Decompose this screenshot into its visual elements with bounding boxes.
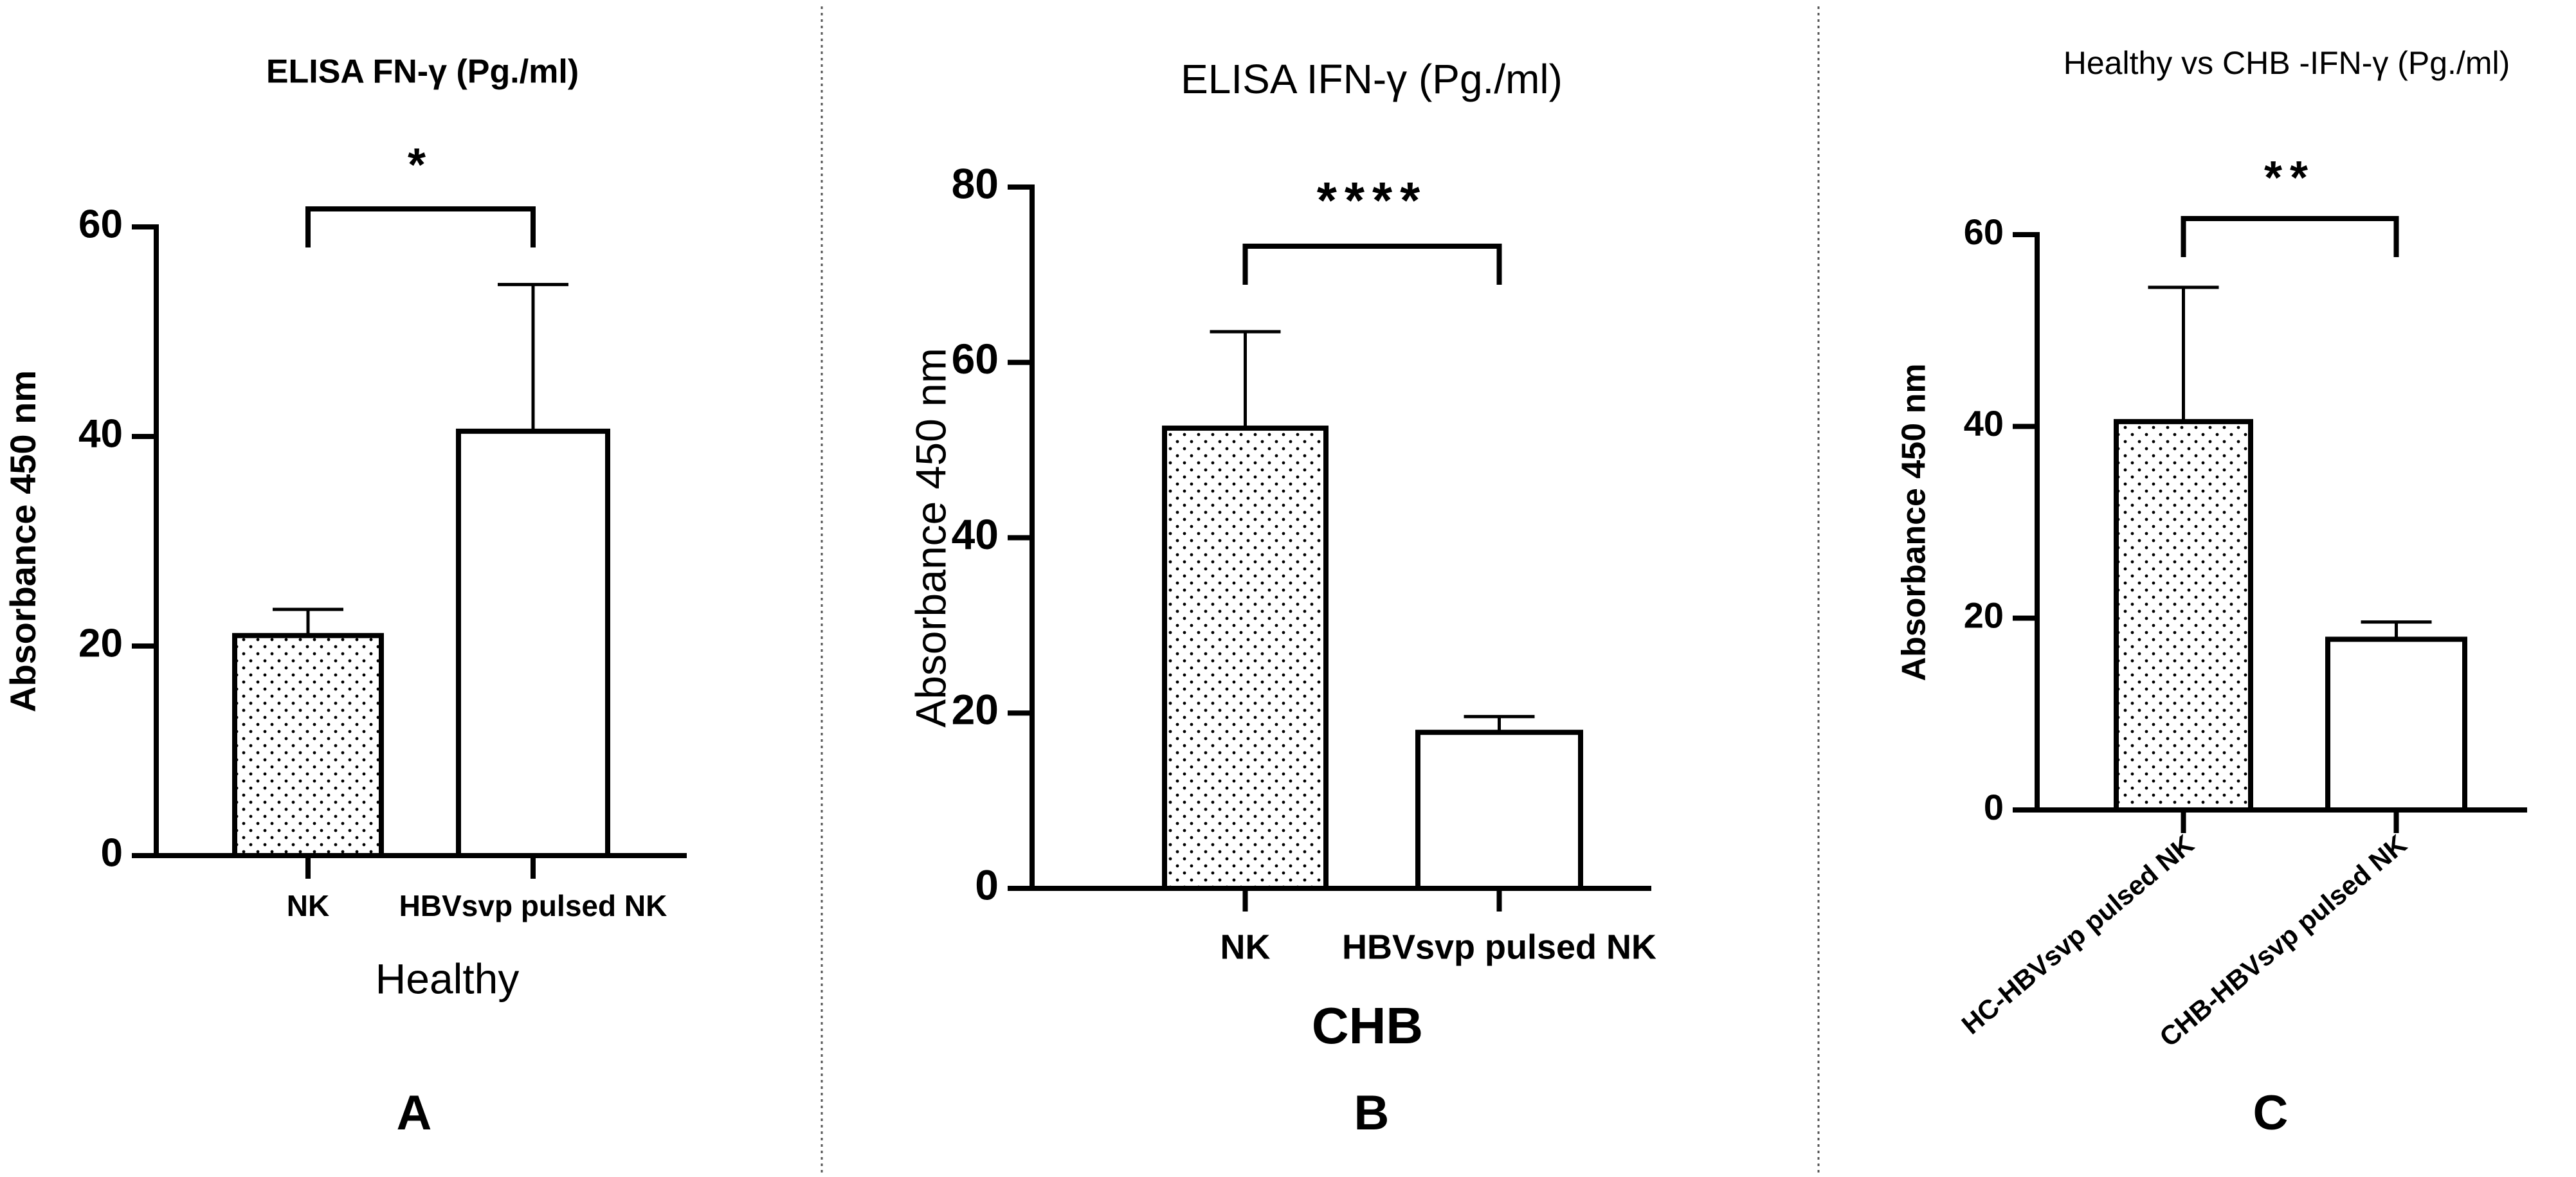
- y-tick-label: 60: [952, 335, 999, 382]
- y-axis-label: Absorbance 450 nm: [3, 370, 43, 712]
- y-tick-label: 20: [952, 686, 999, 733]
- x-tick-label: HC-HBVsvp pulsed NK: [1956, 829, 2200, 1040]
- y-tick-label: 40: [952, 510, 999, 558]
- significance-label: *: [408, 139, 433, 191]
- panel-label: A: [397, 1086, 432, 1140]
- x-tick-label: CHB-HBVsvp pulsed NK: [2154, 829, 2412, 1052]
- y-tick-label: 60: [78, 202, 123, 246]
- x-tick-label: HBVsvp pulsed NK: [1342, 928, 1656, 966]
- y-tick-label: 40: [1964, 403, 2004, 444]
- significance-label: ****: [1317, 172, 1428, 229]
- y-tick-label: 0: [1984, 787, 2004, 827]
- y-tick-label: 40: [78, 411, 123, 456]
- y-axis-label: Absorbance 450 nm: [907, 348, 954, 728]
- chart-title: ELISA IFN-γ (Pg./ml): [1181, 56, 1563, 102]
- panel-label: B: [1354, 1086, 1390, 1140]
- chart-title: Healthy vs CHB -IFN-γ (Pg./ml): [2064, 45, 2510, 81]
- significance-bracket: [1242, 244, 1502, 285]
- x-axis-label: CHB: [1312, 997, 1423, 1054]
- x-axis-label: Healthy: [376, 955, 520, 1002]
- significance-label: **: [2264, 152, 2316, 204]
- bar: [1162, 426, 1329, 891]
- significance-bracket: [2181, 216, 2399, 257]
- bar: [456, 428, 610, 858]
- bar: [2325, 636, 2467, 813]
- y-tick-label: 20: [78, 621, 123, 665]
- bar: [232, 633, 384, 858]
- x-tick-label: HBVsvp pulsed NK: [399, 889, 667, 922]
- x-tick-label: NK: [287, 889, 329, 922]
- y-tick-label: 60: [1964, 211, 2004, 252]
- x-tick-label: NK: [1220, 928, 1271, 966]
- significance-bracket: [305, 206, 536, 247]
- y-axis-label: Absorbance 450 nm: [1896, 363, 1933, 681]
- y-tick-label: 20: [1964, 595, 2004, 635]
- y-tick-label: 0: [975, 861, 999, 908]
- y-tick-label: 80: [952, 159, 999, 207]
- y-tick-label: 0: [101, 831, 123, 875]
- bar: [1415, 730, 1583, 891]
- bar: [2114, 418, 2253, 813]
- chart-title: ELISA FN-γ (Pg./ml): [266, 53, 579, 91]
- panel-label: C: [2253, 1086, 2289, 1140]
